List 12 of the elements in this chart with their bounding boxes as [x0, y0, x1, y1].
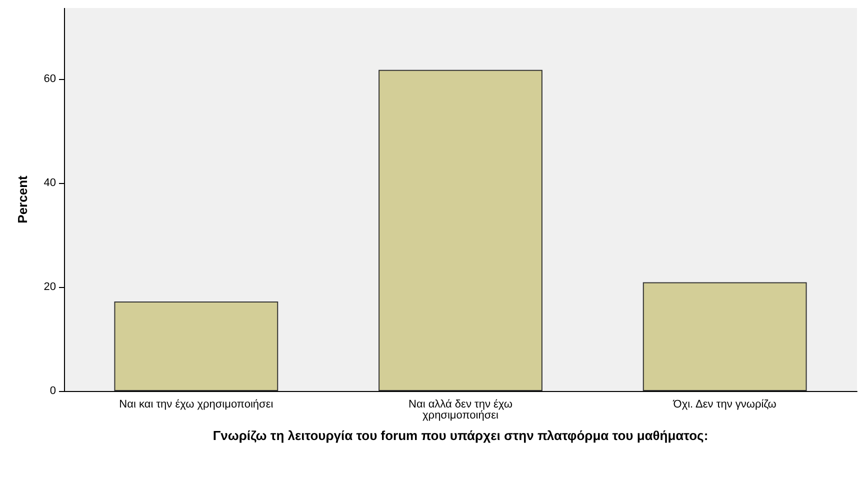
- y-tick-label: 60: [44, 72, 56, 85]
- x-tick-label: Ναι αλλά δεν την έχω χρησιμοποιήσει: [408, 398, 513, 422]
- x-tick-label: Ναι και την έχω χρησιμοποιήσει: [119, 398, 274, 410]
- bar: [114, 301, 278, 391]
- x-axis-title: Γνωρίζω τη λειτουργία του forum που υπάρχει στην πλατφόρμα του μαθήματος:: [212, 428, 708, 443]
- bar: [642, 282, 807, 391]
- y-tick-label: 0: [50, 385, 56, 397]
- bar: [378, 70, 542, 391]
- y-axis-title: Percent: [15, 174, 30, 224]
- y-tick-label: 20: [44, 280, 56, 293]
- y-tick-label: 40: [44, 176, 56, 189]
- x-tick-label: Όχι. Δεν την γνωρίζω: [672, 398, 777, 410]
